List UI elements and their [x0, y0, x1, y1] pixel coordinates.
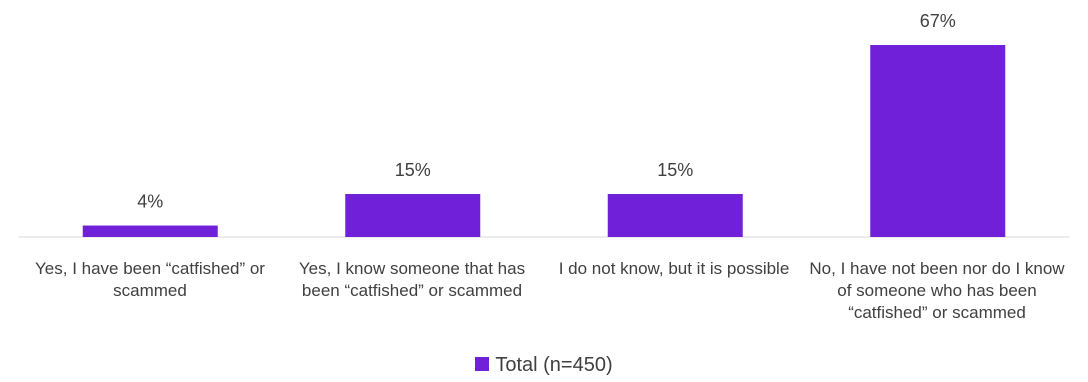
value-label: 67%	[920, 11, 956, 31]
value-label: 15%	[657, 160, 693, 180]
category-label: Yes, I know someone that has been “catfi…	[298, 259, 526, 300]
category-label: Yes, I have been “catfished” or scammed	[35, 259, 265, 300]
legend-label: Total (n=450)	[495, 354, 613, 376]
bar	[607, 194, 743, 237]
value-label: 15%	[395, 160, 431, 180]
category-label: No, I have not been nor do I know of som…	[809, 259, 1065, 322]
value-label: 4%	[137, 192, 163, 212]
bar	[345, 194, 481, 237]
bar	[870, 45, 1006, 237]
legend: Total (n=450)	[0, 354, 1088, 377]
category-label: I do not know, but it is possible	[558, 259, 790, 278]
legend-swatch	[475, 357, 490, 371]
bar	[82, 225, 218, 237]
